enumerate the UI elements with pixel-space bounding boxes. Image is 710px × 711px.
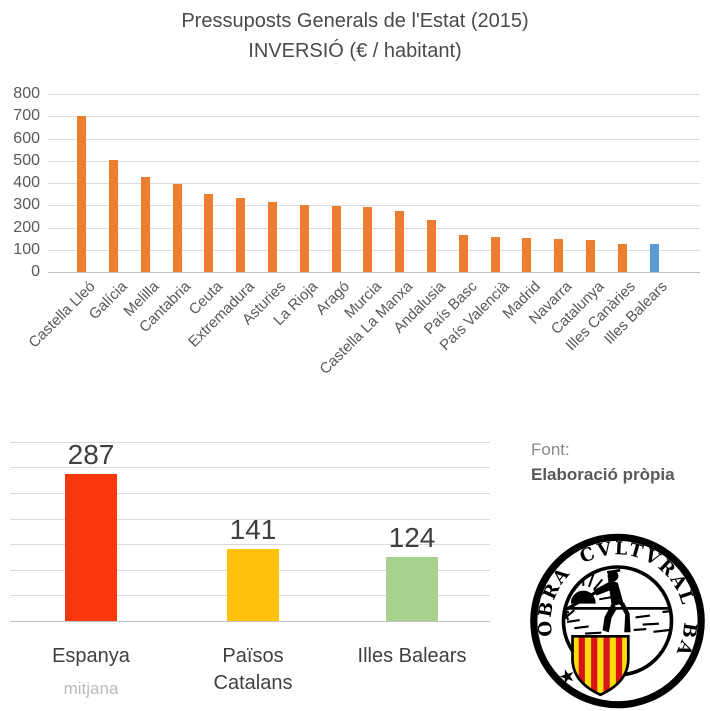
y-gridline <box>48 272 700 273</box>
bar-catalunya <box>586 239 595 272</box>
y-gridline <box>10 492 490 494</box>
bar-andalusia <box>427 219 436 272</box>
value-label: 287 <box>67 438 115 470</box>
y-gridline <box>48 138 700 140</box>
shield-stripe <box>615 636 623 695</box>
y-gridline <box>48 116 700 118</box>
source-label: Font: <box>531 440 570 459</box>
summary-bar-chart: 287 Espanya mitjana 141 Països Catalans 124 Il… <box>0 420 500 711</box>
bar-gal-cia <box>109 159 118 272</box>
bar-extremadura <box>236 197 246 272</box>
bar-illes-can-ries <box>617 243 627 272</box>
chart-subtitle: INVERSIÓ (€ / habitant) <box>248 40 462 62</box>
regions-invest-bar-chart: 0 100 200 300 400 500 600 700 800 Castella Lleó Ga… <box>13 85 700 378</box>
y-gridline <box>10 467 490 469</box>
y-gridline <box>48 249 700 251</box>
shield-stripe <box>603 636 610 695</box>
star-icon: ★ <box>556 664 579 689</box>
y-tick-label: 400 <box>13 174 40 191</box>
value-label: 124 <box>388 522 436 554</box>
bar-pa-sos-catalans <box>227 548 279 621</box>
value-label: 141 <box>229 513 277 545</box>
y-gridline <box>48 205 700 207</box>
bar-cantabria <box>172 184 182 272</box>
shield-stripe <box>578 636 585 695</box>
y-tick-label: 800 <box>13 85 40 102</box>
digger-silhouette <box>564 568 631 633</box>
bar-castella-lle- <box>77 116 87 272</box>
field-furrows <box>564 606 671 635</box>
y-gridline <box>10 544 490 546</box>
bar-illes-balears <box>386 557 438 621</box>
y-gridline <box>48 183 700 184</box>
y-gridline <box>48 227 700 229</box>
y-tick-label: 600 <box>13 129 40 147</box>
category-label: Espanya <box>52 645 130 667</box>
y-tick-label: 100 <box>13 240 40 258</box>
source-value: Elaboració pròpia <box>531 465 675 484</box>
chart-title-block: Pressuposts Generals de l'Estat (2015) I… <box>0 6 710 66</box>
y-gridline <box>48 160 700 162</box>
y-tick-label: 200 <box>13 218 40 236</box>
bar-navarra <box>554 239 564 272</box>
bar-melilla <box>140 177 150 272</box>
logo-outer-ring <box>530 533 705 709</box>
bar-asturies <box>268 202 277 272</box>
category-sublabel: mitjana <box>63 679 119 698</box>
bar-ceuta <box>204 194 214 272</box>
y-gridline <box>10 518 490 520</box>
bar-la-rioja <box>299 204 309 272</box>
bar-pa-s-basc <box>458 235 468 272</box>
bar-madrid <box>522 237 532 272</box>
bar-castella-la-manxa <box>395 210 405 272</box>
logo-svg: OBRA CVLTVRAL BALEAR ★ <box>518 515 705 709</box>
y-tick-label: 0 <box>31 263 40 280</box>
bar-pa-s-valenci- <box>490 237 500 272</box>
source-note: Font: Elaboració pròpia <box>531 440 675 485</box>
bar-arag- <box>331 205 341 272</box>
y-gridline <box>10 621 490 622</box>
obra-cultural-balear-logo: OBRA CVLTVRAL BALEAR ★ <box>518 515 708 711</box>
shield-stripe <box>591 636 598 695</box>
chart-title: Pressuposts Generals de l'Estat (2015) <box>181 10 529 32</box>
bar-murcia <box>363 207 373 272</box>
y-tick-label: 500 <box>13 151 40 169</box>
y-tick-label: 300 <box>13 196 40 214</box>
y-tick-label: 700 <box>13 107 40 125</box>
senyera-shield <box>571 634 630 697</box>
x-category-label: Castella Lleó <box>25 278 99 352</box>
category-label: Països Catalans <box>213 645 293 694</box>
y-gridline <box>10 441 490 443</box>
category-label: Illes Balears <box>357 645 467 667</box>
bar-illes-balears <box>649 244 659 272</box>
y-gridline <box>48 94 700 95</box>
bar-espanya <box>65 473 117 621</box>
